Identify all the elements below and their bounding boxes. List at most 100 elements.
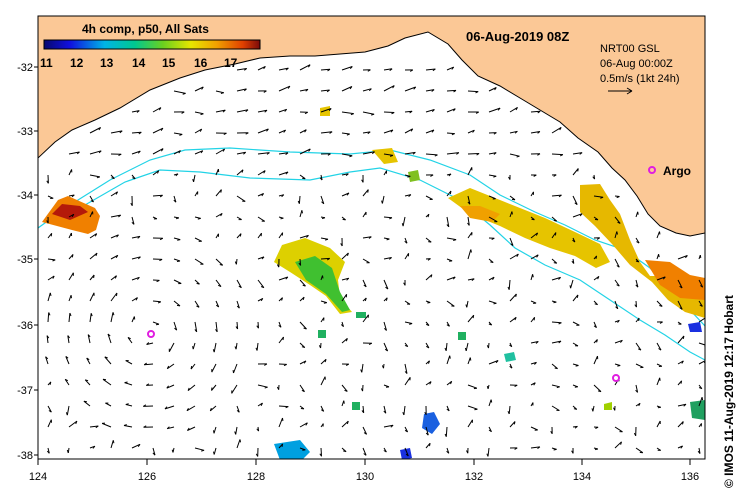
current-vector-head xyxy=(236,305,240,309)
current-vector xyxy=(425,153,438,156)
current-vector-head xyxy=(635,260,639,263)
current-vector-head xyxy=(509,365,513,369)
current-vector xyxy=(299,129,307,134)
current-vector xyxy=(173,132,183,135)
current-vector xyxy=(403,405,406,416)
current-vector-head xyxy=(579,152,583,155)
current-vector-head xyxy=(71,254,74,258)
current-vector xyxy=(570,279,574,289)
current-vector-head xyxy=(659,321,663,324)
current-vector xyxy=(445,426,448,437)
current-vector-head xyxy=(234,346,237,350)
current-vector-head xyxy=(679,307,683,310)
current-vector-head xyxy=(404,371,408,374)
current-vector-head xyxy=(327,68,331,72)
current-vector-head xyxy=(166,426,170,430)
current-vector-head xyxy=(553,262,557,264)
current-vector xyxy=(677,421,684,428)
current-vector-head xyxy=(157,170,160,174)
current-vector xyxy=(320,358,327,365)
current-vector xyxy=(211,384,217,391)
current-vector xyxy=(572,213,583,218)
current-vector xyxy=(320,447,322,457)
current-vector-head xyxy=(429,381,432,385)
current-vector xyxy=(173,90,186,94)
current-vector-head xyxy=(304,111,308,115)
current-vector-head xyxy=(466,450,469,454)
current-vector-head xyxy=(87,334,91,338)
current-vector-head xyxy=(146,342,150,345)
current-vector xyxy=(131,110,140,113)
current-vector xyxy=(530,254,539,260)
current-vector-head xyxy=(171,449,174,453)
current-vector xyxy=(127,337,133,344)
current-vector xyxy=(530,426,538,431)
argo-marker xyxy=(147,330,155,338)
current-vector-head xyxy=(212,349,215,353)
current-vector-head xyxy=(166,365,170,369)
current-vector xyxy=(467,90,479,93)
current-vector-head xyxy=(429,443,431,447)
current-vector-head xyxy=(243,88,247,92)
current-vector xyxy=(187,384,196,391)
current-vector-head xyxy=(321,409,324,412)
current-vector xyxy=(257,384,268,388)
current-vector xyxy=(425,129,435,134)
current-vector-head xyxy=(706,317,707,320)
current-vector-head xyxy=(349,66,353,70)
current-vector xyxy=(425,109,435,113)
current-vector-head xyxy=(263,90,267,93)
current-vector xyxy=(278,232,284,239)
imos-credit: © IMOS 11-Aug-2019 12:17 Hobart xyxy=(722,295,736,488)
lat-tick-label: -35 xyxy=(17,254,33,266)
current-vector-head xyxy=(404,344,408,348)
current-vector-head xyxy=(597,390,602,393)
current-vector xyxy=(677,279,683,289)
current-vector-head xyxy=(327,153,331,156)
current-vector xyxy=(467,314,475,323)
current-vector-head xyxy=(340,243,343,247)
current-vector-head xyxy=(424,411,427,416)
current-vector xyxy=(467,249,472,260)
current-vector xyxy=(131,235,141,239)
current-vector-head xyxy=(177,239,181,241)
current-vector-head xyxy=(264,109,268,113)
current-vector-head xyxy=(345,338,348,342)
current-vector-head xyxy=(680,445,683,449)
current-vector-head xyxy=(511,211,513,215)
current-vector xyxy=(101,422,112,428)
current-vector-head xyxy=(620,339,623,343)
current-vector xyxy=(194,258,204,265)
current-vector-head xyxy=(187,387,190,391)
current-vector xyxy=(236,439,241,449)
current-vector xyxy=(215,258,224,266)
current-vector xyxy=(47,258,56,261)
colorbar-tick: 15 xyxy=(162,56,176,70)
current-vector xyxy=(89,150,102,155)
current-vector-head xyxy=(261,193,265,197)
current-vector-head xyxy=(444,347,447,351)
current-vector-head xyxy=(285,276,289,280)
current-vector xyxy=(446,237,457,241)
current-vector-head xyxy=(401,223,404,227)
current-vector-head xyxy=(444,433,447,437)
current-vector xyxy=(383,216,393,219)
current-vector-head xyxy=(347,252,349,256)
current-vector xyxy=(488,107,501,113)
current-vector-head xyxy=(553,448,557,451)
current-vector xyxy=(467,384,478,389)
current-vector-head xyxy=(703,360,705,364)
current-vector-head xyxy=(554,367,558,370)
current-vector-head xyxy=(662,276,666,280)
current-vector xyxy=(698,317,705,323)
current-vector-head xyxy=(559,154,564,157)
current-vector-head xyxy=(490,399,493,403)
current-vector-head xyxy=(98,150,102,154)
current-vector-head xyxy=(452,276,456,280)
current-vector-head xyxy=(616,231,618,235)
current-vector xyxy=(509,316,517,323)
current-vector xyxy=(551,340,562,344)
current-vector-head xyxy=(130,202,133,206)
current-vector xyxy=(656,276,666,281)
current-vector-head xyxy=(384,327,387,331)
